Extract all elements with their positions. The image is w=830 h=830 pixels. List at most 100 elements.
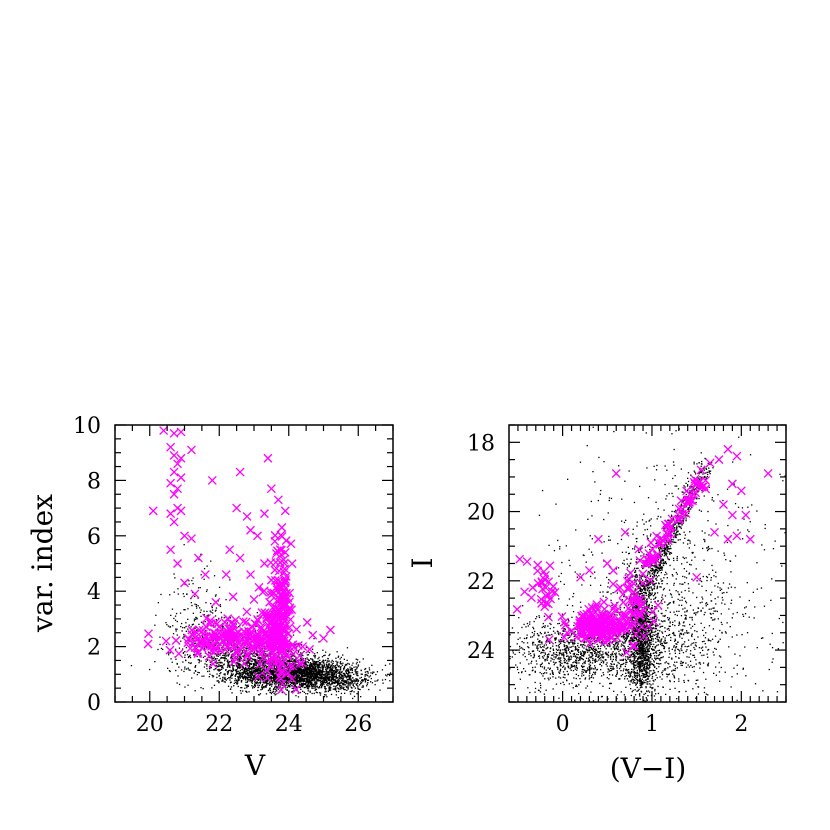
- left-series-0-point-834: [263, 676, 265, 678]
- left-series-0-point-4113: [334, 687, 336, 690]
- left-series-0-point-3856: [183, 544, 185, 546]
- left-series-0-point-1364: [357, 675, 359, 677]
- left-series-0-point-3311: [249, 662, 251, 665]
- left-series-0-point-3200: [236, 640, 238, 642]
- left-series-0-point-296: [288, 659, 290, 661]
- left-series-0-point-3990: [364, 681, 367, 683]
- left-series-0-point-1216: [304, 666, 306, 668]
- left-series-0-point-3464: [274, 691, 276, 693]
- left-series-0-point-2531: [282, 678, 285, 680]
- left-series-0-point-3479: [240, 657, 243, 660]
- left-series-0-point-2320: [257, 677, 260, 679]
- left-series-0-point-954: [237, 685, 239, 688]
- left-series-0-point-2155: [313, 687, 315, 689]
- left-series-0-point-3366: [224, 657, 226, 659]
- left-series-0-point-3181: [269, 669, 271, 671]
- left-series-0-point-3406: [227, 666, 229, 668]
- left-series-0-point-164: [279, 684, 282, 686]
- left-series-0-point-3391: [254, 683, 256, 685]
- left-series-0-point-2021: [293, 660, 296, 662]
- left-series-0-point-664: [236, 672, 238, 674]
- left-series-0-point-2296: [309, 683, 312, 685]
- left-series-0-point-2576: [306, 677, 308, 679]
- left-series-0-point-3026: [263, 670, 266, 672]
- left-series-0-point-2508: [309, 681, 311, 683]
- left-series-1-point-365: [269, 631, 279, 641]
- left-series-0-point-1508: [271, 677, 273, 680]
- left-series-0-point-2260: [311, 678, 313, 680]
- left-series-0-point-3705: [184, 627, 186, 629]
- left-series-0-point-43: [328, 672, 330, 674]
- left-series-0-point-925: [298, 669, 300, 671]
- left-series-0-point-2532: [318, 661, 321, 664]
- left-series-0-point-1519: [310, 680, 312, 682]
- left-series-0-point-3954: [370, 677, 372, 680]
- left-series-0-point-1945: [284, 676, 286, 678]
- right-series-0-point-46: [634, 578, 636, 580]
- left-series-0-point-3043: [203, 666, 206, 668]
- left-series-1-point-39: [235, 553, 245, 563]
- left-series-1-point-288: [184, 634, 194, 644]
- left-series-0-point-2450: [327, 674, 329, 676]
- left-series-0-point-1527: [356, 671, 358, 673]
- left-series-0-point-2249: [308, 673, 310, 676]
- left-series-0-point-207: [307, 661, 310, 664]
- right-series-0-point-164: [645, 640, 647, 642]
- left-series-0-point-2608: [238, 663, 240, 665]
- left-series-0-point-3415: [284, 677, 286, 679]
- left-series-0-point-3855: [182, 593, 184, 595]
- left-series-0-point-2544: [364, 667, 367, 670]
- left-series-0-point-956: [364, 675, 366, 677]
- left-series-0-point-1737: [324, 675, 326, 677]
- right-series-0-point-21: [648, 644, 650, 646]
- left-series-0-point-819: [326, 664, 328, 666]
- left-series-0-point-3283: [300, 673, 302, 675]
- left-series-0-point-2115: [273, 672, 275, 674]
- left-series-0-point-1631: [252, 662, 254, 665]
- left-series-0-point-2771: [318, 641, 320, 643]
- left-series-1-point-370: [289, 642, 299, 652]
- left-series-0-point-4004: [327, 690, 330, 693]
- left-series-0-point-3561: [214, 615, 217, 617]
- left-series-0-point-4093: [350, 683, 352, 685]
- left-series-0-point-2250: [301, 665, 303, 667]
- left-series-0-point-3877: [197, 605, 199, 607]
- left-series-0-point-256: [302, 681, 304, 683]
- left-series-0-point-3039: [254, 660, 256, 663]
- left-series-0-point-2101: [301, 675, 303, 677]
- left-series-0-point-3840: [229, 579, 231, 581]
- left-series-0-point-3647: [178, 647, 181, 649]
- left-series-0-point-565: [329, 666, 331, 669]
- left-series-0-point-3083: [254, 676, 257, 678]
- left-series-0-point-871: [286, 678, 288, 680]
- left-series-0-point-3260: [303, 662, 305, 665]
- left-series-0-point-3876: [177, 588, 179, 590]
- left-series-0-point-3930: [351, 679, 353, 682]
- left-series-0-point-3831: [184, 656, 186, 658]
- left-series-0-point-3586: [200, 652, 202, 654]
- left-series-0-point-2453: [298, 676, 300, 678]
- left-series-1-point-354: [295, 658, 305, 668]
- left-series-0-point-2740: [276, 665, 278, 667]
- left-series-0-point-2170: [330, 693, 333, 696]
- left-series-0-point-3836: [173, 591, 175, 593]
- left-series-0-point-669: [337, 661, 339, 663]
- left-series-0-point-3539: [214, 626, 216, 628]
- left-series-0-point-2140: [264, 673, 266, 675]
- left-series-0-point-4047: [362, 685, 364, 687]
- left-series-0-point-3895: [184, 609, 186, 611]
- left-series-1-point-436: [277, 582, 287, 592]
- left-series-0-point-2383: [286, 680, 288, 682]
- left-series-0-point-2388: [315, 669, 318, 672]
- left-series-0-point-2565: [278, 684, 280, 686]
- left-series-0-point-251: [351, 664, 353, 666]
- left-series-0-point-4019: [333, 675, 335, 678]
- left-series-0-point-3465: [206, 659, 208, 661]
- left-series-0-point-1242: [356, 667, 358, 669]
- left-series-0-point-3487: [249, 668, 251, 670]
- left-series-0-point-3983: [354, 670, 356, 672]
- left-series-0-point-3420: [285, 664, 287, 666]
- left-series-0-point-2151: [329, 687, 331, 689]
- left-series-0-point-557: [317, 658, 319, 660]
